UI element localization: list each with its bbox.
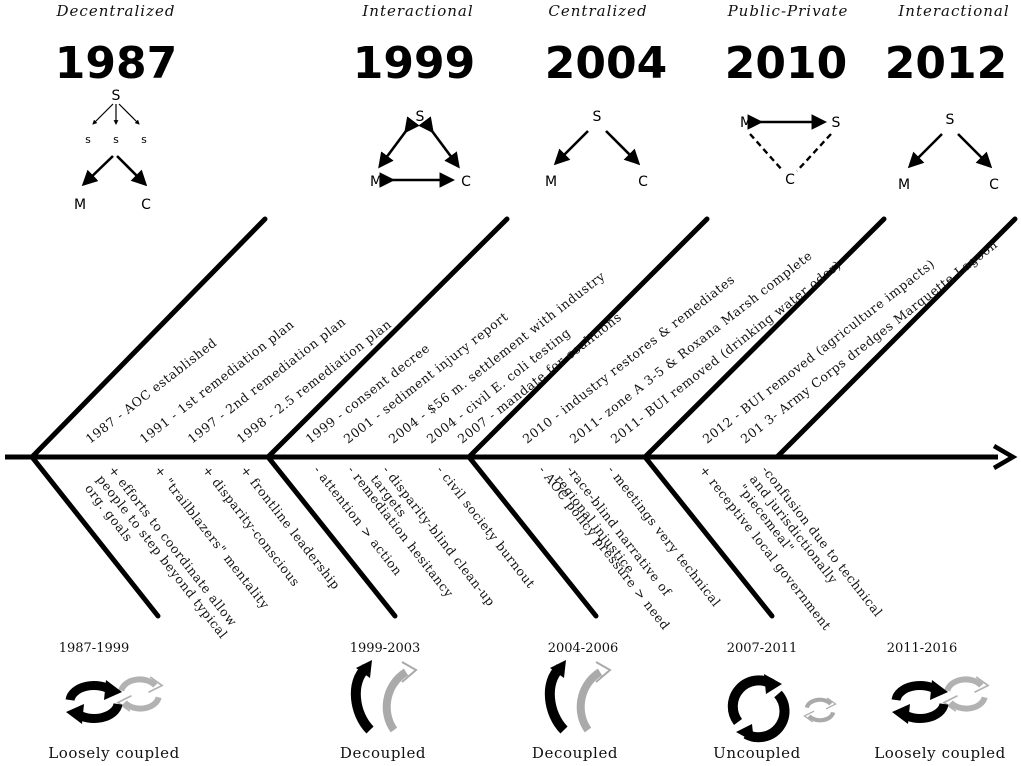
node-s: S	[832, 115, 841, 131]
cycle-arrows-icon	[65, 676, 164, 724]
period-1999-2003: 1999-2003 Decoupled	[340, 641, 426, 762]
bone-1999	[265, 216, 510, 460]
bone-lower-1999	[265, 454, 398, 619]
node-s-small: s	[141, 133, 147, 146]
period-coupling: Loosely coupled	[48, 744, 180, 762]
bone-1987	[29, 216, 268, 460]
era-mode: Public-Private	[727, 2, 849, 20]
node-c: C	[461, 174, 471, 190]
period-range: 2004-2006	[548, 641, 619, 656]
bone-lower-1987	[29, 454, 161, 619]
node-s-small: s	[85, 133, 91, 146]
era-year: 1999	[353, 38, 475, 89]
split-arrows-icon	[350, 660, 418, 734]
node-s: S	[946, 112, 955, 128]
periods: 1987-1999 Loosely coupled 1999-2003	[48, 641, 1006, 762]
period-range: 2011-2016	[887, 641, 958, 656]
era-year: 2012	[885, 38, 1007, 89]
era-mode: Centralized	[548, 2, 647, 20]
period-coupling: Decoupled	[340, 744, 426, 762]
era-mode: Interactional	[361, 2, 473, 20]
cycle-arrows-icon	[727, 674, 837, 743]
network-diagram-2012: S M C	[898, 112, 999, 193]
timeline-spine	[5, 444, 1018, 470]
period-2004-2006: 2004-2006 Decoupled	[532, 641, 618, 762]
factor-label: - disparity-blind clean-up targets	[368, 463, 499, 609]
bone-2010	[642, 216, 887, 460]
node-m: M	[740, 115, 752, 131]
node-c: C	[989, 177, 999, 193]
node-s: S	[112, 88, 121, 104]
node-s-small: s	[113, 133, 119, 146]
split-arrows-icon	[544, 660, 612, 734]
network-diagram-1987: S s s s M C	[74, 88, 151, 213]
network-diagram-2010: M S C	[740, 114, 841, 188]
era-2012: Interactional 2012	[885, 2, 1009, 89]
node-c: C	[785, 172, 795, 188]
node-m: M	[898, 177, 910, 193]
node-m: M	[370, 174, 382, 190]
era-year: 2004	[545, 38, 667, 89]
period-coupling: Loosely coupled	[874, 744, 1006, 762]
node-s: S	[593, 109, 602, 125]
node-s: S	[416, 109, 425, 125]
era-year: 1987	[55, 38, 177, 89]
event-label: 201 3- Army Corps dredges Marquette Lago…	[738, 237, 1001, 447]
era-1987: Decentralized 1987	[55, 2, 177, 89]
node-c: C	[638, 174, 648, 190]
era-1999: Interactional 1999	[353, 2, 475, 89]
node-c: C	[141, 197, 151, 213]
cycle-arrows-icon	[891, 676, 990, 724]
period-range: 1999-2003	[350, 641, 421, 656]
period-range: 1987-1999	[59, 641, 130, 656]
factor-line: people to step beyond typical	[94, 472, 231, 642]
network-diagram-1999: S M C	[370, 109, 471, 190]
node-m: M	[545, 174, 557, 190]
era-2010: Public-Private 2010	[725, 2, 849, 89]
upper-bones	[29, 216, 1018, 460]
factors-bottom: + efforts to coordinate allow people to …	[82, 463, 886, 642]
period-coupling: Uncoupled	[713, 744, 801, 762]
era-year: 2010	[725, 38, 847, 89]
bone-2012	[774, 216, 1018, 460]
era-mode: Decentralized	[56, 2, 176, 20]
period-2007-2011: 2007-2011 Uncoupled	[713, 641, 837, 762]
bone-lower-2004	[466, 454, 599, 619]
network-diagram-2004: S M C	[545, 109, 648, 190]
period-1987-1999: 1987-1999 Loosely coupled	[48, 641, 180, 762]
era-mode: Interactional	[897, 2, 1009, 20]
period-coupling: Decoupled	[532, 744, 618, 762]
period-2011-2016: 2011-2016 Loosely coupled	[874, 641, 1006, 762]
period-range: 2007-2011	[727, 641, 798, 656]
era-2004: Centralized 2004	[545, 2, 667, 89]
node-m: M	[74, 197, 86, 213]
bone-lower-2010	[642, 454, 775, 619]
bone-2004	[466, 216, 710, 460]
lower-bones	[29, 454, 775, 619]
